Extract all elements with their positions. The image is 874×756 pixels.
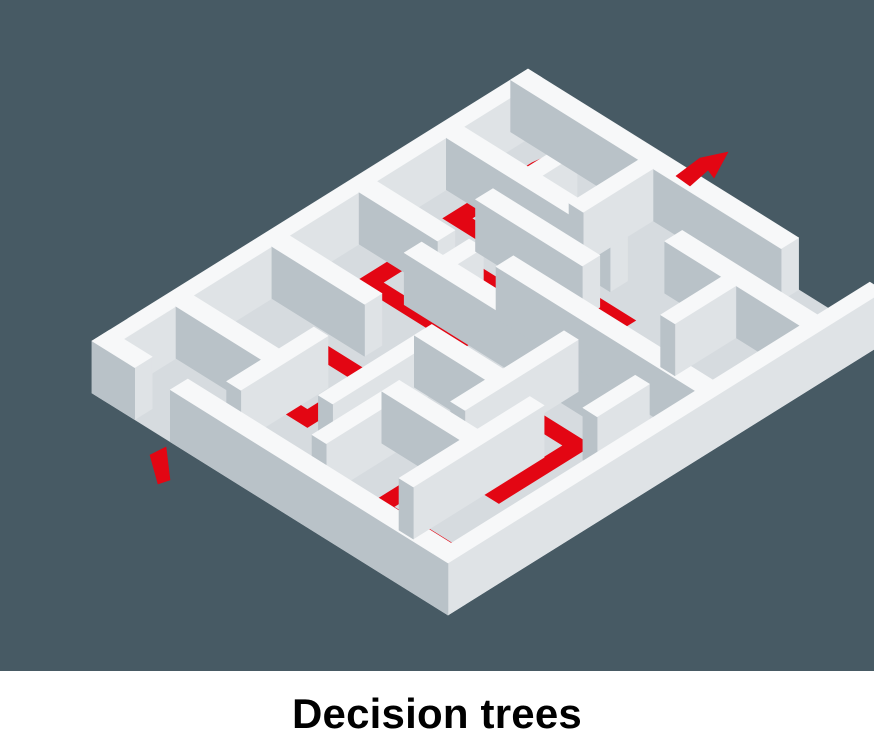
wall-top [450, 330, 579, 411]
maze-illustration [0, 0, 874, 671]
wall-side [398, 477, 414, 540]
wall-top [358, 180, 456, 242]
wall-side [433, 553, 449, 616]
wall-side [660, 314, 676, 377]
wall-top [91, 329, 153, 368]
wall-top [226, 326, 329, 391]
wall-top [510, 68, 799, 249]
wall-top [398, 396, 545, 488]
maze-wall [660, 276, 737, 377]
wall-top [582, 374, 650, 418]
entry-path-end [149, 446, 171, 485]
caption-title: Decision trees [292, 689, 582, 737]
maze-svg [0, 0, 874, 671]
maze-walls [91, 68, 874, 616]
wall-top [271, 235, 383, 305]
maze-wall [398, 396, 545, 540]
wall-top [475, 188, 601, 267]
exit-arrow-head [675, 151, 729, 187]
maze-wall [91, 329, 153, 420]
wall-top [660, 276, 737, 325]
wall-top [433, 281, 874, 564]
maze-wall [271, 235, 383, 357]
wall-top [568, 159, 654, 213]
exit-arrow-icon [149, 151, 729, 485]
maze-wall [433, 281, 874, 616]
